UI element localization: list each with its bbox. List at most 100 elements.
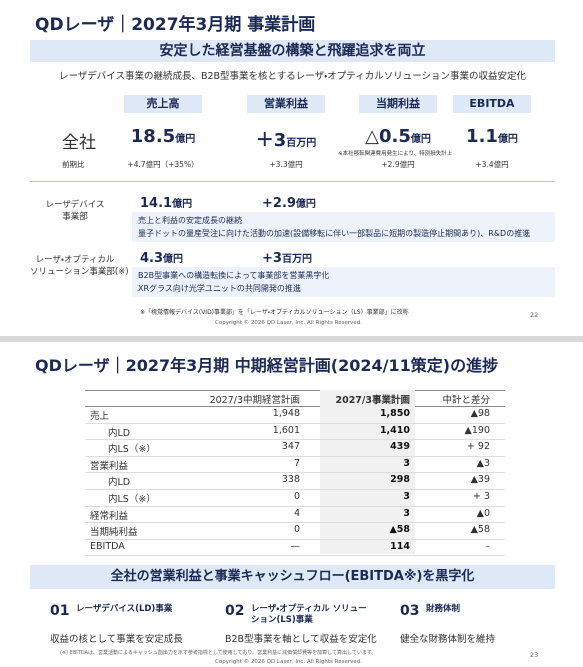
slide-title: QDレーザ｜2027年3月期 中期経営計画(2024/11策定)の進捗 xyxy=(35,356,499,375)
column-header: 売上高 xyxy=(124,95,202,113)
table-header: 2027/3事業計画 xyxy=(335,395,410,406)
row-label: 売上 xyxy=(90,411,110,422)
table-cell: ▲190 xyxy=(464,424,490,436)
metric-unit: 億円 xyxy=(410,134,431,145)
row-line xyxy=(85,505,505,507)
yoy-value: +3.4億円 xyxy=(475,160,509,169)
subtitle: レーザデバイス事業の継続成長、B2B型事業を核とするレーザ・オプティカルソリュー… xyxy=(58,71,527,82)
row-label: 全社 xyxy=(62,133,96,153)
row-label: 内LD xyxy=(108,477,131,489)
table-cell: 4 xyxy=(293,507,300,519)
page-number: 22 xyxy=(530,311,539,319)
table-cell: 1,410 xyxy=(379,424,410,436)
division-label: レーザデバイス xyxy=(45,200,105,210)
footnote: ※「視覚情報デバイス(VID)事業部」を「レーザ・オプティカルソリューション（L… xyxy=(140,309,409,316)
table-cell: 7 xyxy=(293,457,300,469)
table-cell: 1,601 xyxy=(272,424,300,436)
column-header: EBITDA xyxy=(453,95,531,113)
yoy-value: +4.7億円（+35%） xyxy=(127,160,199,169)
row-line xyxy=(85,455,505,457)
metric-value: +3 xyxy=(262,251,282,266)
page-number: 23 xyxy=(530,651,539,659)
yoy-value: +2.9億円 xyxy=(381,160,415,169)
table-cell: ▲3 xyxy=(476,457,490,469)
metric-value: 18.5 xyxy=(130,126,176,147)
pillar-name: レーザ・オプティカル ソリューション(LS)事業 xyxy=(251,604,367,625)
table-cell: 3 xyxy=(403,491,410,502)
yoy-label: 前期比 xyxy=(62,160,85,169)
bullet-box: B2B型事業への構造転換によって事業部を営業黒字化 XRグラス向け光学ユニットの共… xyxy=(132,267,555,297)
plan-highlight xyxy=(320,390,415,555)
row-line xyxy=(85,472,505,474)
bullet: B2B型事業への構造転換によって事業部を営業黒字化 xyxy=(138,271,330,280)
slide-1: QDレーザ｜2027年3月期 事業計画 安定した経営基盤の構築と飛躍追求を両立 … xyxy=(0,0,583,336)
metric-value: +2.9 xyxy=(262,196,296,211)
row-label: 経常利益 xyxy=(90,510,129,522)
table-cell: + 92 xyxy=(466,441,490,453)
metric-unit: 百万円 xyxy=(281,254,312,265)
division-label: ソリューション事業部(※) xyxy=(30,267,129,277)
slide-title: QDレーザ｜2027年3月期 事業計画 xyxy=(35,15,316,35)
table-cell: ▲0 xyxy=(476,507,490,519)
bullet-box: 売上と利益の安定成長の継続量子ドットの量産受注に向けた活動の加速(設備移転に伴い… xyxy=(132,212,555,242)
copyright: Copyright © 2026 QD Laser, Inc. All Righ… xyxy=(215,659,363,665)
bullet: XRグラス向け光学ユニットの共同開発の推進 xyxy=(138,284,301,293)
bullet: 量子ドットの量産受注に向けた活動の加速(設備移転に伴い一部製品に短期の製造停止期… xyxy=(138,229,531,238)
note: ※本社移転関連費用発生により、特別損失計上 xyxy=(338,151,453,157)
slide-2: QDレーザ｜2027年3月期 中期経営計画(2024/11策定)の進捗 全社の営… xyxy=(0,342,583,667)
metric: 18.5億円 xyxy=(103,126,223,147)
metric-value: 1.1 xyxy=(466,126,498,147)
pillar-number: 02 xyxy=(225,603,245,619)
metric-value: △0.5 xyxy=(365,126,411,147)
metric: +2.9億円 xyxy=(262,192,316,211)
table-cell: 338 xyxy=(281,474,300,486)
metric-value: 4.3 xyxy=(140,251,164,266)
metric: 4.3億円 xyxy=(140,247,183,266)
metric: ＋3百万円 xyxy=(226,126,346,152)
metric-unit: 億円 xyxy=(175,134,196,145)
metric-unit: 億円 xyxy=(172,199,193,210)
metric-unit: 億円 xyxy=(497,134,518,145)
table-header: 中計と差分 xyxy=(442,395,490,406)
metric-value: 14.1 xyxy=(140,196,173,211)
metric: 14.1億円 xyxy=(140,192,192,211)
table-cell: 3 xyxy=(403,507,410,519)
divider xyxy=(30,181,555,182)
pillar-name: 財務体制 xyxy=(426,604,461,614)
division-label: 事業部 xyxy=(62,212,88,222)
table-cell: 0 xyxy=(293,491,300,502)
table-cell: 114 xyxy=(390,540,410,552)
row-line xyxy=(85,538,505,540)
row-label: EBITDA xyxy=(90,540,125,552)
row-line xyxy=(85,439,505,441)
bullet: 売上と利益の安定成長の継続 xyxy=(138,216,242,225)
row-label: 内LS（※） xyxy=(108,494,156,505)
row-label: 当期純利益 xyxy=(90,527,138,539)
table-cell: + 3 xyxy=(472,491,490,502)
table-cell: 3 xyxy=(403,457,410,469)
table-cell: 0 xyxy=(293,524,300,536)
pillar-number: 03 xyxy=(400,603,420,619)
metric: +3百万円 xyxy=(262,247,312,266)
metric-unit: 億円 xyxy=(163,254,184,265)
row-line xyxy=(85,555,505,557)
column-header: 当期利益 xyxy=(359,95,437,113)
table-header: 2027/3中期経営計画 xyxy=(209,395,300,406)
pillar-number: 01 xyxy=(50,603,70,619)
table-cell: — xyxy=(290,540,301,552)
row-line xyxy=(85,422,505,424)
table-cell: 439 xyxy=(390,441,410,453)
row-label: 営業利益 xyxy=(90,460,129,472)
metric-value: ＋3 xyxy=(255,130,287,151)
pillar-desc: B2B型事業を軸として収益を安定化 xyxy=(225,634,377,645)
metric-unit: 百万円 xyxy=(286,138,317,149)
banner: 安定した経営基盤の構築と飛躍追求を両立 xyxy=(30,40,555,62)
table-cell: ▲39 xyxy=(470,474,490,486)
table-cell: 1,850 xyxy=(379,408,410,419)
table-cell: ▲58 xyxy=(389,524,410,536)
division-label: レーザ・オプティカル xyxy=(35,255,115,265)
row-line xyxy=(85,489,505,490)
table-cell: 298 xyxy=(390,474,410,486)
yoy-value: +3.3億円 xyxy=(269,160,303,169)
